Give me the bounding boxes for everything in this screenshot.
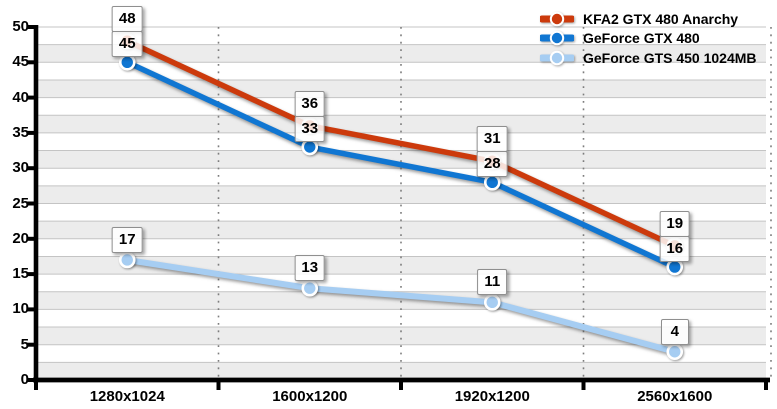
series-line-geforce-gts-450-1024mb [124, 256, 678, 355]
legend-label: GeForce GTS 450 1024MB [583, 49, 757, 66]
data-point [483, 152, 501, 170]
data-point [301, 138, 319, 156]
legend-label: KFA2 GTX 480 Anarchy [583, 10, 739, 27]
data-point [301, 279, 319, 297]
plot-band [36, 168, 766, 186]
legend-marker-icon [540, 31, 574, 46]
data-point [666, 237, 684, 255]
plot-band [36, 238, 766, 257]
legend-item-geforce-gtx-480: GeForce GTX 480 [540, 29, 757, 49]
data-point [301, 117, 319, 135]
series-points-geforce-gts-450-1024mb [118, 251, 684, 361]
series-points-geforce-gtx-480 [118, 53, 684, 276]
legend: KFA2 GTX 480 Anarchy GeForce GTX 480 GeFor… [540, 9, 757, 68]
data-point [483, 294, 501, 311]
legend-marker-icon [540, 50, 574, 65]
plot-band [36, 274, 766, 292]
legend-item-kfa2-gtx-480-anarchy: KFA2 GTX 480 Anarchy [540, 9, 757, 29]
plot-band [36, 97, 766, 116]
data-point [118, 32, 136, 50]
legend-label: GeForce GTX 480 [583, 30, 700, 47]
data-point [666, 343, 684, 361]
data-point [118, 251, 136, 269]
plot-band [36, 185, 766, 204]
plot-band [36, 327, 766, 345]
plot-band [36, 62, 766, 80]
data-point [666, 258, 684, 276]
plot-band [36, 362, 766, 380]
data-point [483, 174, 501, 191]
series-line-geforce-gtx-480 [124, 59, 678, 270]
plot-band [36, 309, 766, 328]
legend-marker-icon [540, 11, 574, 26]
series-line-kfa2-gtx-480-anarchy [124, 38, 678, 249]
plot-band [36, 291, 766, 310]
data-point [118, 53, 136, 71]
plot-band [36, 150, 766, 169]
legend-item-geforce-gts-450-1024mb: GeForce GTS 450 1024MB [540, 48, 757, 68]
